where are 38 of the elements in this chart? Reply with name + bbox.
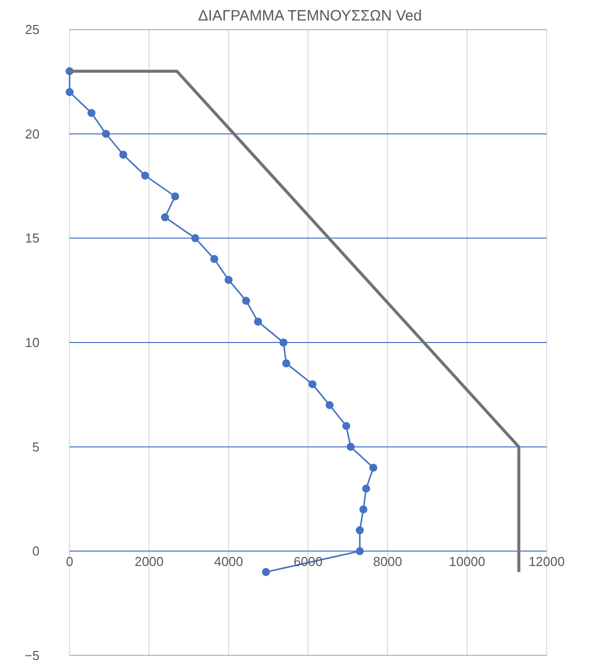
point (346, 442, 355, 451)
y-tick-label: 0 (32, 544, 40, 559)
point (369, 464, 378, 472)
x-tick-label: 2000 (134, 554, 164, 570)
point (342, 422, 350, 430)
y-tick-label: 10 (25, 335, 40, 350)
point (66, 88, 74, 96)
x-tick-label: 0 (66, 554, 74, 570)
y-tick-label: −5 (24, 648, 40, 663)
point (160, 213, 169, 222)
point (102, 130, 110, 138)
point (279, 338, 288, 346)
y-tick-label: 25 (25, 22, 40, 37)
point (359, 505, 368, 514)
point (362, 484, 370, 493)
point (356, 526, 364, 534)
point (308, 380, 316, 388)
point (224, 276, 233, 284)
point (262, 568, 270, 576)
point (254, 318, 262, 326)
point (242, 296, 250, 305)
point (141, 172, 150, 180)
point (282, 359, 290, 368)
y-tick-label: 20 (25, 126, 40, 142)
y-tick-label: 15 (25, 230, 40, 246)
x-tick-label: 4000 (214, 554, 244, 570)
point (119, 150, 128, 159)
point (191, 234, 200, 242)
point (326, 401, 334, 410)
point (210, 255, 218, 264)
point (87, 108, 96, 117)
x-tick-label: 8000 (373, 554, 402, 570)
point (356, 547, 364, 556)
point (171, 192, 180, 200)
x-tick-label: 12000 (528, 554, 565, 570)
x-tick-label: 10000 (449, 554, 486, 570)
y-tick-label: 5 (32, 439, 40, 454)
chart-title: ΔΙΑΓΡΑΜΜΑ ΤΕΜΝΟΥΣΣΩΝ Ved (198, 8, 422, 24)
